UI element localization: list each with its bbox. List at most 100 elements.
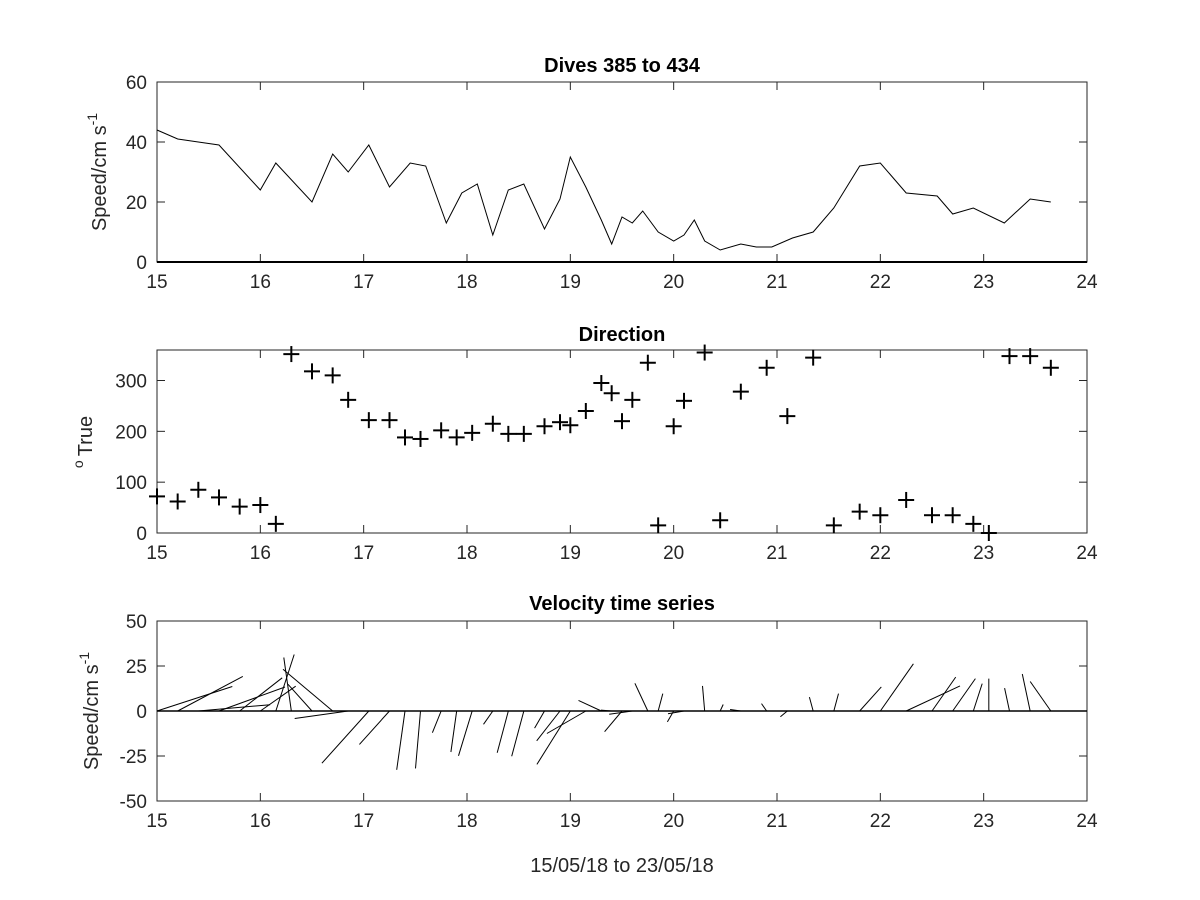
direction-point bbox=[603, 385, 620, 402]
velocity-stick bbox=[780, 710, 788, 718]
velocity-panel-title: Velocity time series bbox=[529, 593, 715, 615]
direction-plot-area bbox=[156, 349, 1088, 534]
direction-y-tick-label: 100 bbox=[115, 473, 147, 494]
direction-point bbox=[149, 488, 165, 505]
direction-point bbox=[825, 517, 842, 534]
speed-x-tick-label: 22 bbox=[870, 272, 891, 293]
velocity-stick bbox=[719, 704, 724, 712]
direction-x-tick-label: 24 bbox=[1076, 543, 1098, 564]
velocity-stick bbox=[730, 709, 741, 712]
velocity-y-tick-label: 50 bbox=[126, 612, 147, 633]
direction-point bbox=[944, 507, 961, 524]
direction-point bbox=[872, 507, 889, 524]
velocity-stick bbox=[511, 710, 525, 757]
velocity-x-tick-label: 21 bbox=[766, 811, 787, 832]
direction-point bbox=[433, 422, 450, 439]
velocity-y-axis-label: Speed/cm s-1 bbox=[76, 652, 103, 770]
direction-point bbox=[231, 498, 248, 515]
velocity-panel: Velocity time series Speed/cm s-1 15/05/… bbox=[76, 593, 1098, 877]
direction-point bbox=[758, 359, 775, 376]
direction-point bbox=[732, 383, 749, 400]
direction-point bbox=[696, 344, 713, 361]
velocity-stick bbox=[218, 686, 286, 712]
velocity-y-tick-label: -25 bbox=[120, 747, 147, 768]
velocity-stick bbox=[600, 709, 612, 712]
direction-x-tick-label: 21 bbox=[766, 543, 787, 564]
velocity-axis-ticks: 15 16 17 18 19 20 21 22 23 24 -50 -25 0 25 50 bbox=[120, 612, 1098, 832]
velocity-y-axis-label-text: Speed/cm s bbox=[81, 664, 103, 770]
velocity-stick bbox=[657, 693, 664, 712]
direction-point bbox=[593, 375, 610, 392]
velocity-stick bbox=[859, 686, 882, 712]
speed-axis-ticks: 15 16 17 18 19 20 21 22 23 24 0 20 40 60 bbox=[126, 73, 1098, 293]
velocity-stick bbox=[931, 676, 957, 712]
direction-y-tick-label: 300 bbox=[115, 372, 147, 393]
velocity-stick bbox=[1029, 681, 1052, 712]
direction-point bbox=[515, 425, 532, 442]
direction-x-tick-label: 15 bbox=[146, 543, 167, 564]
direction-point bbox=[500, 425, 517, 442]
direction-point bbox=[283, 346, 300, 363]
speed-panel-title: Dives 385 to 434 bbox=[544, 55, 701, 77]
direction-point bbox=[712, 512, 729, 529]
speed-x-tick-label: 18 bbox=[456, 272, 477, 293]
direction-point bbox=[169, 493, 186, 510]
velocity-stick bbox=[275, 654, 295, 712]
velocity-stick bbox=[534, 710, 545, 729]
velocity-stick bbox=[972, 683, 983, 712]
velocity-stick bbox=[177, 675, 244, 712]
velocity-stick bbox=[702, 685, 706, 712]
direction-point bbox=[484, 415, 501, 432]
direction-point bbox=[304, 363, 320, 380]
direction-y-axis-label-superscript: o bbox=[70, 460, 86, 468]
velocity-stick bbox=[833, 693, 839, 712]
velocity-y-tick-label: 0 bbox=[136, 702, 147, 723]
direction-x-tick-label: 17 bbox=[353, 543, 374, 564]
direction-point bbox=[340, 391, 357, 408]
direction-y-tick-label: 200 bbox=[115, 422, 147, 443]
direction-point bbox=[779, 408, 796, 425]
direction-point bbox=[898, 491, 915, 508]
velocity-stick bbox=[287, 683, 313, 712]
direction-y-tick-label: 0 bbox=[136, 524, 147, 545]
speed-y-tick-label: 0 bbox=[136, 253, 147, 274]
speed-line bbox=[156, 129, 1051, 251]
direction-x-tick-label: 23 bbox=[973, 543, 994, 564]
direction-point bbox=[552, 414, 568, 431]
direction-panel: Direction o True 15 16 17 18 19 20 21 22 23 24 0 100… bbox=[70, 324, 1098, 564]
velocity-stick bbox=[283, 657, 292, 712]
velocity-x-tick-label: 23 bbox=[973, 811, 994, 832]
direction-point bbox=[639, 354, 656, 371]
direction-point bbox=[464, 424, 481, 441]
direction-point bbox=[577, 403, 594, 419]
direction-point bbox=[614, 413, 630, 430]
velocity-stick bbox=[1021, 673, 1031, 712]
velocity-stick bbox=[294, 710, 349, 719]
velocity-stick bbox=[546, 710, 587, 734]
velocity-x-tick-label: 17 bbox=[353, 811, 374, 832]
velocity-y-tick-label: 25 bbox=[126, 657, 147, 678]
direction-point bbox=[412, 430, 429, 447]
velocity-stick bbox=[634, 683, 649, 712]
speed-x-tick-label: 16 bbox=[250, 272, 271, 293]
velocity-stick bbox=[156, 686, 233, 712]
direction-point bbox=[448, 429, 465, 446]
speed-y-tick-label: 20 bbox=[126, 193, 147, 214]
velocity-stick bbox=[761, 703, 768, 712]
direction-x-tick-label: 20 bbox=[663, 543, 684, 564]
speed-panel: Dives 385 to 434 Speed/cm s-1 15 16 17 18 19… bbox=[84, 55, 1098, 293]
velocity-x-tick-label: 15 bbox=[146, 811, 167, 832]
speed-y-tick-label: 40 bbox=[126, 133, 147, 154]
velocity-stick bbox=[450, 710, 458, 753]
speed-y-axis-label: Speed/cm s-1 bbox=[84, 113, 111, 231]
speed-y-axis-label-text: Speed/cm s bbox=[89, 125, 111, 231]
velocity-stick bbox=[905, 685, 961, 712]
velocity-x-tick-label: 22 bbox=[870, 811, 891, 832]
velocity-stick bbox=[604, 710, 623, 733]
velocity-series bbox=[156, 654, 1087, 770]
speed-x-tick-label: 17 bbox=[353, 272, 374, 293]
direction-point bbox=[252, 497, 269, 514]
speed-plot-area bbox=[156, 81, 1088, 263]
direction-series bbox=[149, 344, 1059, 541]
velocity-stick bbox=[808, 696, 814, 712]
